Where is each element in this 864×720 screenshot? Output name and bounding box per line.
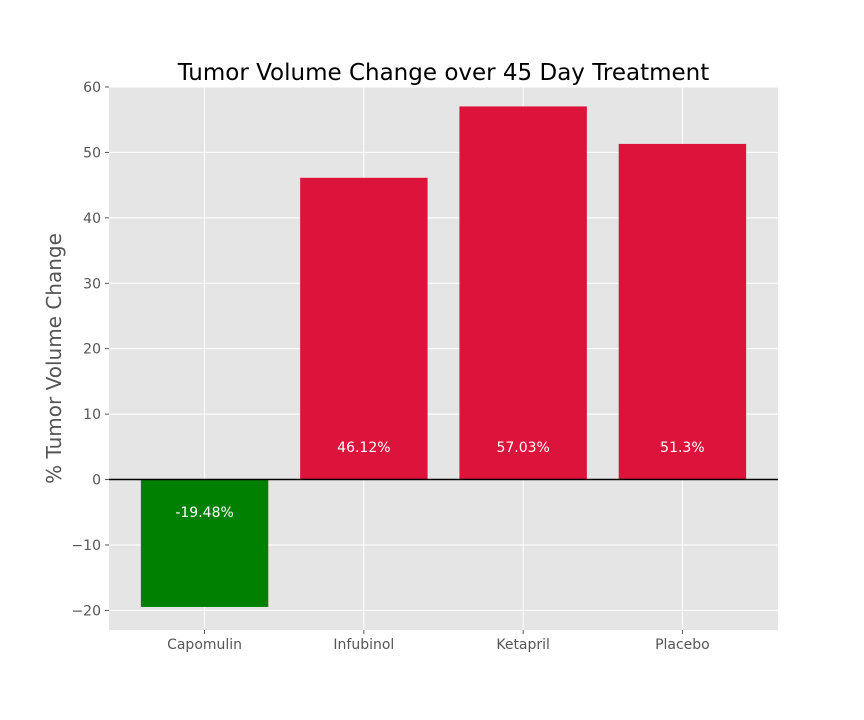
bars (140, 106, 747, 607)
bar-value-label: 57.03% (496, 440, 549, 456)
x-tick-label: Infubinol (333, 637, 394, 653)
y-tick-label: −10 (71, 538, 101, 554)
y-tick-label: 10 (83, 407, 101, 423)
y-axis-ticks: −20 −10 0 10 20 30 40 50 60 (71, 80, 109, 619)
x-tick-label: Capomulin (167, 637, 242, 653)
x-tick-label: Ketapril (496, 637, 550, 653)
bar-value-label: 46.12% (337, 440, 390, 456)
y-tick-label: 20 (83, 342, 101, 358)
x-tick-label: Placebo (655, 637, 710, 653)
y-axis-label: % Tumor Volume Change (42, 233, 66, 484)
x-axis-ticks: Capomulin Infubinol Ketapril Placebo (167, 630, 710, 653)
bar-placebo (618, 143, 747, 480)
bar-ketapril (459, 106, 587, 480)
bar-value-labels: -19.48% 46.12% 57.03% 51.3% (175, 440, 704, 521)
y-tick-label: 60 (83, 80, 101, 96)
y-tick-label: 0 (92, 473, 101, 489)
bar-value-label: -19.48% (175, 505, 233, 521)
bar-value-label: 51.3% (660, 440, 704, 456)
y-tick-label: −20 (71, 603, 101, 619)
y-tick-label: 50 (83, 145, 101, 161)
bar-infubinol (300, 177, 428, 480)
chart-title: Tumor Volume Change over 45 Day Treatmen… (177, 60, 710, 86)
y-tick-label: 30 (83, 276, 101, 292)
y-tick-label: 40 (83, 211, 101, 227)
bar-capomulin (140, 479, 269, 607)
